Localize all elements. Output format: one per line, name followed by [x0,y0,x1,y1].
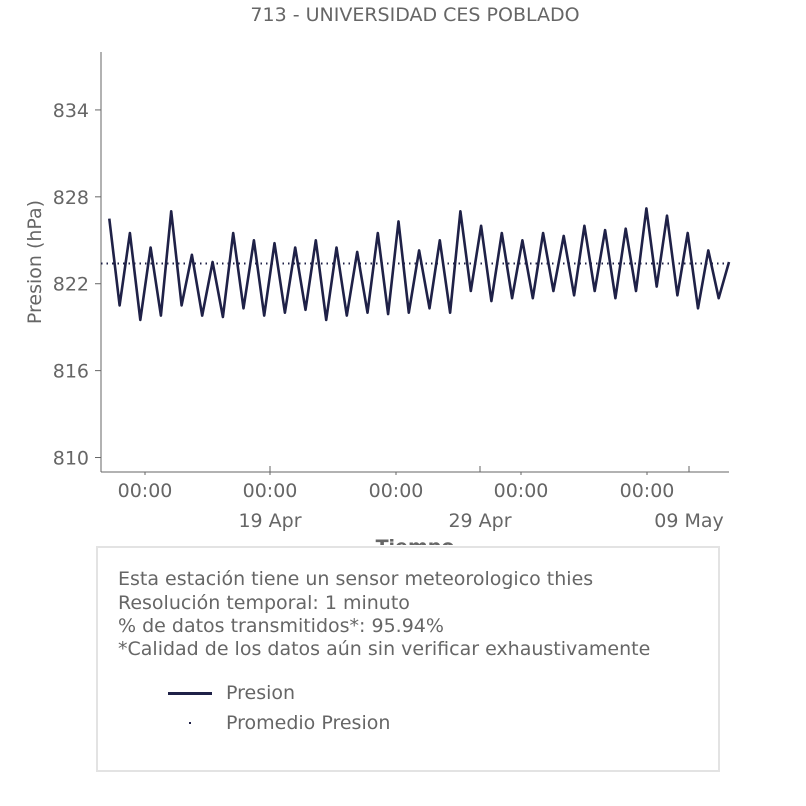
legend-label-promedio: Promedio Presion [226,712,391,734]
legend-dot-swatch [168,711,214,735]
y-tick-label: 810 [53,448,89,470]
x-ticks: 00:00 00:00 00:00 00:00 00:00 19 Apr 29 Apr 09 … [118,466,724,532]
info-transmitted-text: % de datos transmitidos*: 95.94% [118,615,444,637]
pressure-chart: 713 - UNIVERSIDAD CES POBLADO 8108168228… [24,4,731,545]
x-time-label: 00:00 [369,480,424,502]
x-date-label: 29 Apr [448,510,511,532]
legend-item-promedio: Promedio Presion [168,711,390,735]
y-tick-label: 822 [53,274,89,296]
x-time-label: 00:00 [243,480,298,502]
x-time-label: 00:00 [118,480,173,502]
legend-item-presion: Presion [168,681,295,705]
y-ticks: 810 816 822 828 834 [53,100,101,470]
x-time-label: 00:00 [620,480,675,502]
x-date-label: 09 May [654,510,724,532]
y-axis-label: Presion (hPa) [24,200,46,324]
info-quality-note: *Calidad de los datos aún sin verificar … [118,638,651,660]
info-resolution-text: Resolución temporal: 1 minuto [118,592,410,614]
x-axis-label: Tiempo [376,536,455,545]
info-sensor-text: Esta estación tiene un sensor meteorolog… [118,568,594,590]
y-tick-label: 828 [53,187,89,209]
y-tick-label: 816 [53,361,89,383]
series-line-presion [108,207,731,322]
info-box: Esta estación tiene un sensor meteorolog… [96,546,720,772]
x-time-label: 00:00 [494,480,549,502]
x-date-label: 19 Apr [238,510,301,532]
chart-title: 713 - UNIVERSIDAD CES POBLADO [250,4,579,26]
legend-line-swatch [168,681,214,705]
legend-label-presion: Presion [226,682,296,704]
y-tick-label: 834 [53,100,89,122]
